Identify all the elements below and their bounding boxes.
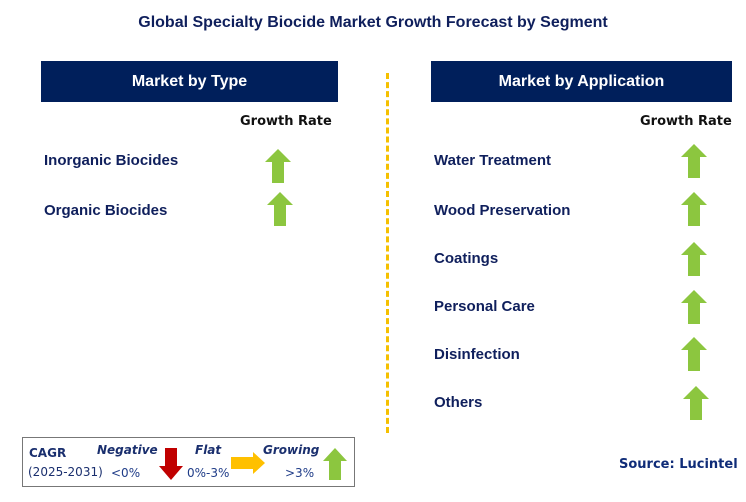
- green-up-arrow-icon: [683, 386, 709, 420]
- market-by-application-header: Market by Application: [431, 61, 732, 102]
- green-up-arrow-icon: [323, 448, 347, 480]
- type-row-organic-biocides: Organic Biocides: [44, 202, 168, 219]
- cagr-legend: CAGR (2025-2031) Negative <0% Flat 0%-3%…: [22, 437, 355, 487]
- legend-growing-label: Growing: [263, 443, 320, 457]
- green-up-arrow-icon: [681, 144, 707, 178]
- application-row-others: Others: [434, 394, 483, 411]
- legend-growing-range: >3%: [285, 466, 315, 480]
- legend-flat-range: 0%-3%: [187, 466, 230, 480]
- type-row-inorganic-biocides: Inorganic Biocides: [44, 152, 179, 169]
- application-row-disinfection: Disinfection: [434, 346, 520, 363]
- legend-period: (2025-2031): [28, 465, 103, 479]
- green-up-arrow-icon: [681, 242, 707, 276]
- legend-flat-label: Flat: [195, 443, 222, 457]
- application-row-personal-care: Personal Care: [434, 298, 535, 315]
- green-up-arrow-icon: [265, 149, 291, 183]
- market-by-type-header: Market by Type: [41, 61, 338, 102]
- red-down-arrow-icon: [159, 448, 183, 480]
- green-up-arrow-icon: [681, 290, 707, 324]
- application-row-water-treatment: Water Treatment: [434, 152, 551, 169]
- legend-cagr-label: CAGR: [29, 446, 67, 460]
- green-up-arrow-icon: [681, 192, 707, 226]
- legend-negative-label: Negative: [97, 443, 158, 457]
- growth-rate-label-application: Growth Rate: [640, 114, 732, 129]
- application-row-wood-preservation: Wood Preservation: [434, 202, 571, 219]
- growth-rate-label-type: Growth Rate: [240, 114, 332, 129]
- green-up-arrow-icon: [681, 337, 707, 371]
- green-up-arrow-icon: [267, 192, 293, 226]
- dashed-divider: [386, 73, 389, 433]
- page-title: Global Specialty Biocide Market Growth F…: [138, 14, 608, 31]
- application-row-coatings: Coatings: [434, 250, 499, 267]
- legend-negative-range: <0%: [111, 466, 141, 480]
- yellow-right-arrow-icon: [231, 452, 265, 474]
- source-note: Source: Lucintel: [619, 457, 738, 472]
